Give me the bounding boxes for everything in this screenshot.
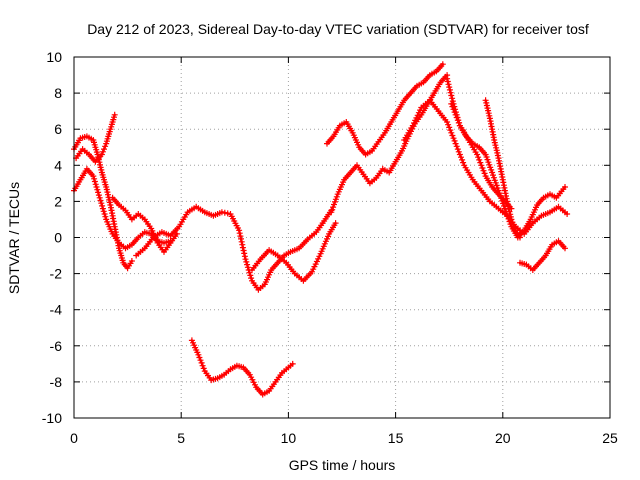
series-sat-e [133,203,335,293]
series-markers [109,194,180,255]
series-line [111,196,179,254]
y-tick-label: 4 [54,157,62,173]
x-tick-label: 20 [495,430,511,446]
series-markers [188,337,296,398]
series-sat-h [324,61,446,158]
y-tick-label: -4 [50,302,63,318]
x-tick-label: 25 [602,430,618,446]
y-axis-title: SDTVAR / TECUs [6,182,22,294]
series-line [403,99,569,236]
y-tick-label: -2 [50,266,63,282]
chart-title: Day 212 of 2023, Sidereal Day-to-day VTE… [87,21,589,37]
x-tick-label: 0 [70,430,78,446]
y-tick-label: -8 [50,374,63,390]
y-tick-label: -6 [50,338,63,354]
y-tick-label: 8 [54,85,62,101]
series-markers [517,238,568,273]
series-group [71,61,571,398]
axis-ticks: 0 5 10 15 20 25 -10 -8 -6 -4 -2 0 2 4 6 8 10 [42,49,618,446]
y-tick-label: 6 [54,121,62,137]
series-sat-g [188,337,296,398]
series-sat-m [482,97,523,241]
series-markers [249,220,339,284]
series-sat-d [109,194,180,255]
series-markers [482,97,523,241]
series-sat-j [401,97,571,237]
series-sat-f [249,220,339,284]
series-sat-n [517,238,568,273]
series-markers [328,72,451,216]
x-tick-label: 10 [281,430,297,446]
series-sat-l [448,100,515,212]
y-tick-label: -10 [42,410,62,426]
series-markers [324,61,446,158]
x-tick-label: 5 [177,430,185,446]
y-tick-label: 0 [54,230,62,246]
series-sat-c [73,111,118,165]
y-tick-label: 10 [46,49,62,65]
x-tick-label: 15 [388,430,404,446]
series-markers [401,97,571,237]
x-axis-title: GPS time / hours [289,457,396,473]
series-markers [133,203,335,293]
series-markers [73,111,118,165]
y-tick-label: 2 [54,193,62,209]
series-sat-b [71,133,135,272]
series-markers [448,100,515,212]
series-line [330,73,449,214]
